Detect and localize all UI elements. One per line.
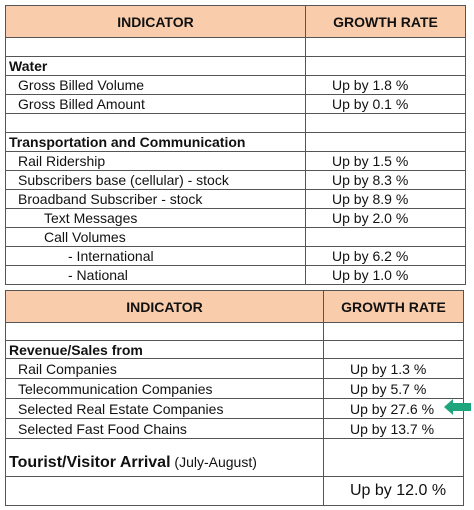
row: Telecommunication Companies Up by 5.7 %	[5, 378, 464, 399]
growth-rate: Up by 1.3 %	[323, 358, 464, 379]
row: Gross Billed Volume Up by 1.8 %	[5, 75, 466, 95]
growth-table: INDICATOR GROWTH RATE Water Gross Billed …	[5, 5, 466, 285]
header-cell: INDICATOR	[5, 290, 324, 323]
row: Water	[5, 56, 466, 76]
indicator: Selected Fast Food Chains	[5, 418, 324, 439]
growth-table: INDICATOR GROWTH RATE Revenue/Sales from …	[5, 290, 464, 506]
header-cell: GROWTH RATE	[323, 290, 464, 323]
indicator: Call Volumes	[5, 227, 306, 247]
indicator: Text Messages	[5, 208, 306, 228]
row: - National Up by 1.0 %	[5, 265, 466, 285]
indicator: Broadband Subscriber - stock	[5, 189, 306, 209]
header-row: INDICATOR GROWTH RATE	[5, 290, 464, 323]
header-cell: GROWTH RATE	[305, 5, 466, 38]
period: (July-August)	[174, 454, 257, 470]
growth-rate: Up by 1.0 %	[305, 265, 466, 285]
growth-rate: Up by 8.9 %	[305, 189, 466, 209]
row: Gross Billed Amount Up by 0.1 %	[5, 94, 466, 114]
blank-row	[5, 113, 466, 133]
indicator: Gross Billed Volume	[5, 75, 306, 95]
indicator: Rail Companies	[5, 358, 324, 379]
arrow-shape	[444, 399, 471, 415]
header-row: INDICATOR GROWTH RATE	[5, 5, 466, 38]
row: Broadband Subscriber - stock Up by 8.9 %	[5, 189, 466, 209]
row: Rail Companies Up by 1.3 %	[5, 358, 464, 379]
blank-row	[5, 322, 464, 341]
growth-rate: Up by 1.5 %	[305, 151, 466, 171]
growth-rate: Up by 13.7 %	[323, 418, 464, 439]
section-label: Water	[5, 56, 306, 76]
row: Transportation and Communication	[5, 132, 466, 152]
growth-rate: Up by 8.3 %	[305, 170, 466, 190]
growth-rate: Up by 5.7 %	[323, 378, 464, 399]
indicator: Telecommunication Companies	[5, 378, 324, 399]
row: Text Messages Up by 2.0 %	[5, 208, 466, 228]
row: Up by 12.0 %	[5, 476, 464, 506]
growth-rate: Up by 6.2 %	[305, 246, 466, 266]
highlight-arrow	[444, 399, 471, 415]
indicator: Rail Ridership	[5, 151, 306, 171]
growth-rate: Up by 12.0 %	[323, 476, 464, 506]
row: Subscribers base (cellular) - stock Up by…	[5, 170, 466, 190]
row: Selected Fast Food Chains Up by 13.7 %	[5, 418, 464, 439]
section-label: Revenue/Sales from	[5, 340, 324, 359]
row: Tourist/Visitor Arrival (July-August)	[5, 438, 464, 477]
indicator-cell: Tourist/Visitor Arrival (July-August)	[5, 438, 324, 477]
row: Revenue/Sales from	[5, 340, 464, 359]
growth-rate: Up by 1.8 %	[305, 75, 466, 95]
row: Selected Real Estate Companies Up by 27.6…	[5, 398, 464, 419]
indicator: Tourist/Visitor Arrival	[9, 454, 171, 471]
row: Rail Ridership Up by 1.5 %	[5, 151, 466, 171]
header-cell: INDICATOR	[5, 5, 306, 38]
indicator: - National	[5, 265, 306, 285]
growth-rate: Up by 27.6 %	[323, 398, 464, 419]
growth-rate: Up by 2.0 %	[305, 208, 466, 228]
indicator: Selected Real Estate Companies	[5, 398, 324, 419]
row: - International Up by 6.2 %	[5, 246, 466, 266]
indicator: - International	[5, 246, 306, 266]
row: Call Volumes	[5, 227, 466, 247]
growth-rate: Up by 0.1 %	[305, 94, 466, 114]
section-label: Transportation and Communication	[5, 132, 306, 152]
indicator: Gross Billed Amount	[5, 94, 306, 114]
blank-row	[5, 37, 466, 57]
indicator: Subscribers base (cellular) - stock	[5, 170, 306, 190]
